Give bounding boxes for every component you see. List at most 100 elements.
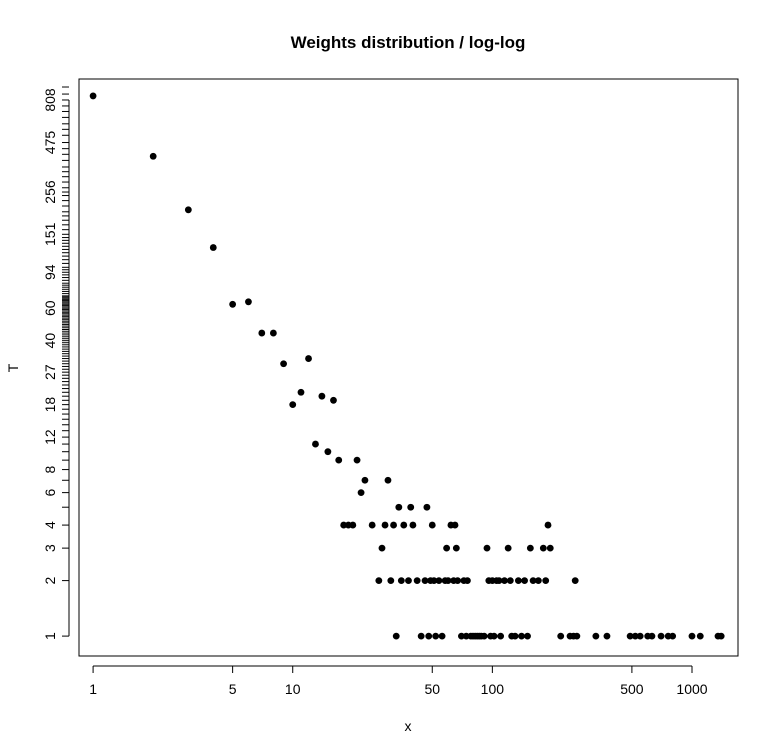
data-point (518, 632, 525, 640)
data-point (458, 632, 465, 640)
data-point (430, 577, 438, 584)
data-point (318, 392, 326, 400)
data-point (511, 632, 519, 640)
x-tick-label: 500 (620, 681, 644, 697)
data-point (626, 632, 634, 640)
data-point (544, 521, 552, 529)
data-point (696, 632, 704, 640)
data-point (521, 577, 528, 584)
data-point (390, 521, 397, 529)
data-point (280, 360, 287, 368)
y-tick-label: 94 (42, 264, 58, 280)
data-point (368, 521, 376, 529)
data-point (245, 298, 252, 306)
x-tick-label: 50 (424, 681, 440, 697)
data-point (361, 476, 369, 484)
y-tick-label: 475 (42, 131, 58, 155)
y-tick-label: 27 (42, 364, 58, 380)
data-point (421, 577, 429, 584)
y-tick-label: 6 (42, 489, 58, 497)
data-point (529, 577, 537, 584)
y-axis-label: T (5, 363, 21, 372)
data-point (258, 329, 266, 337)
data-point (324, 448, 332, 456)
data-point (490, 632, 498, 640)
data-point (297, 388, 305, 396)
data-point (438, 632, 446, 640)
data-point (526, 544, 534, 552)
x-tick-label: 1 (89, 681, 97, 697)
data-point (444, 577, 452, 584)
data-point (392, 632, 400, 640)
data-point (464, 577, 471, 584)
data-point (349, 521, 357, 529)
data-point (340, 521, 348, 529)
data-point (432, 632, 440, 640)
data-point (514, 577, 522, 584)
data-point (717, 632, 725, 640)
y-tick-label: 1 (42, 632, 58, 640)
y-tick-label: 60 (42, 300, 58, 316)
data-point (501, 577, 508, 584)
data-point (381, 521, 389, 529)
data-point (573, 632, 581, 640)
data-point (603, 632, 611, 640)
data-point (184, 206, 192, 214)
y-tick-label: 40 (42, 333, 58, 349)
data-point (636, 632, 644, 640)
y-tick-label: 2 (42, 576, 58, 584)
data-point (534, 577, 542, 584)
plot-area-frame (78, 78, 739, 657)
data-point (312, 440, 319, 448)
data-point (557, 632, 565, 640)
y-tick-label: 256 (42, 180, 58, 204)
data-point (435, 577, 443, 584)
data-point (378, 544, 386, 552)
data-point (423, 503, 431, 511)
data-point (657, 632, 665, 640)
data-point (305, 355, 312, 362)
x-axis: 1 5 10 50 100 500 1000 (89, 665, 708, 697)
data-point (497, 632, 505, 640)
data-point (451, 521, 459, 529)
data-point (417, 632, 425, 640)
data-point (539, 544, 547, 552)
data-point (395, 503, 403, 511)
data-point (229, 300, 237, 308)
data-point (405, 577, 412, 584)
data-point (400, 521, 408, 529)
x-tick-label: 100 (481, 681, 505, 697)
y-tick-label: 151 (42, 222, 58, 246)
data-point (452, 544, 460, 552)
data-point (454, 577, 462, 584)
y-tick-label: 8 (42, 465, 58, 473)
data-point (357, 489, 365, 497)
data-point (209, 244, 217, 251)
y-tick-label: 12 (42, 429, 58, 445)
data-point (409, 521, 417, 529)
data-point (397, 577, 405, 584)
data-point (483, 544, 491, 552)
data-point (428, 521, 436, 529)
data-point (542, 577, 550, 584)
data-point (413, 577, 421, 584)
data-point (480, 632, 488, 640)
data-point (546, 544, 554, 552)
data-point (504, 544, 512, 552)
data-point (592, 632, 600, 640)
x-axis-label: x (405, 718, 412, 734)
data-point (330, 396, 337, 404)
y-tick-label: 3 (42, 544, 58, 552)
data-point (89, 92, 97, 100)
data-point (688, 632, 696, 640)
data-point (375, 577, 383, 584)
data-point (648, 632, 656, 640)
data-point (387, 577, 395, 584)
data-point (269, 329, 277, 337)
data-point (631, 632, 639, 640)
data-point (571, 577, 579, 584)
data-point (669, 632, 677, 640)
x-tick-label: 1000 (676, 681, 707, 697)
